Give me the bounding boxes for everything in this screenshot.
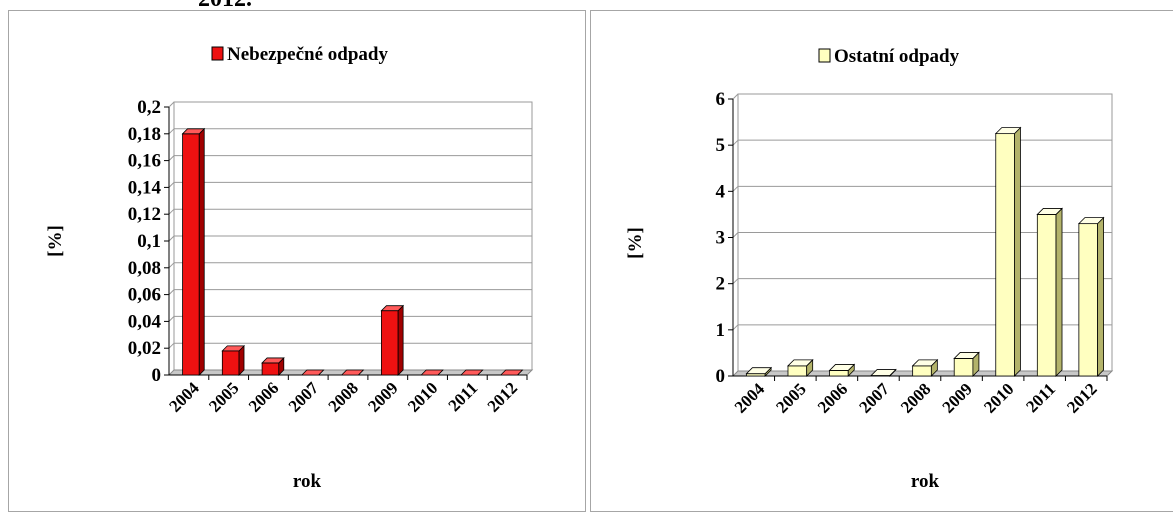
bar-side [1056, 208, 1062, 376]
x-tick-label: 2004 [731, 379, 769, 417]
x-tick-label: 2010 [404, 378, 441, 415]
y-tick-label: 0,16 [128, 151, 161, 172]
y-tick-label: 0,14 [128, 177, 162, 198]
y-tick-label: 0 [716, 366, 726, 387]
x-tick-label: 2008 [897, 379, 934, 416]
gridline-side [733, 325, 738, 330]
x-tick-label: 2010 [980, 379, 1017, 416]
bar-front [1037, 214, 1056, 376]
x-tick-label: 2007 [855, 379, 893, 417]
y-tick-label: 4 [716, 181, 726, 202]
legend-swatch [212, 47, 223, 60]
y-tick-label: 2 [716, 274, 726, 295]
bar-2010 [996, 128, 1021, 376]
x-tick-label: 2005 [205, 378, 242, 415]
gridline-side [169, 263, 174, 268]
bar-side [199, 129, 204, 375]
gridline-side [733, 186, 738, 191]
bar-front [1079, 224, 1098, 376]
y-tick-label: 0,08 [128, 258, 161, 279]
x-tick-label: 2012 [1063, 379, 1100, 416]
bar-2011 [1037, 208, 1062, 376]
bar-2005 [788, 360, 813, 376]
x-tick-label: 2004 [165, 378, 203, 416]
gridline-side [169, 209, 174, 214]
bar-front [222, 351, 239, 375]
bar-front [381, 311, 398, 375]
x-tick-label: 2007 [285, 378, 323, 416]
y-tick-label: 3 [716, 228, 726, 249]
legend-swatch [819, 49, 830, 62]
y-tick-label: 0,06 [128, 285, 161, 306]
bar-2008 [913, 360, 938, 376]
y-tick-label: 0 [152, 365, 162, 386]
bar-2006 [830, 364, 855, 376]
x-tick-label: 2011 [444, 378, 481, 415]
y-tick-label: 0,02 [128, 338, 161, 359]
x-tick-label: 2005 [772, 379, 809, 416]
gridline-side [733, 233, 738, 238]
x-axis-label: rok [293, 471, 322, 492]
x-tick-label: 2006 [814, 379, 851, 416]
y-axis-label: [%] [45, 225, 66, 257]
y-tick-label: 0,12 [128, 204, 161, 225]
y-axis-label: [%] [625, 227, 646, 259]
bar-2004 [183, 129, 205, 375]
gridline-side [169, 129, 174, 134]
bar-front [262, 363, 279, 375]
y-tick-label: 6 [716, 89, 726, 110]
bar-side [1014, 128, 1020, 376]
gridline-side [169, 156, 174, 161]
gridline-side [733, 140, 738, 145]
gridline-side [169, 316, 174, 321]
bar-front [913, 366, 932, 376]
bar-2005 [222, 346, 244, 375]
y-tick-label: 0,18 [128, 124, 161, 145]
bar-2006 [262, 358, 284, 375]
gridline-side [169, 182, 174, 187]
x-tick-label: 2009 [364, 378, 401, 415]
legend-label: Ostatní odpady [834, 46, 960, 67]
gridline-side [169, 290, 174, 295]
chart-hazardous: 0 0,02 0,04 0,06 0,08 0,1 0,12 0,14 0,16 0,18 0,2 2… [9, 11, 585, 511]
x-axis-label: rok [911, 471, 940, 492]
gridline-side [733, 94, 738, 99]
x-tick-label: 2008 [324, 378, 361, 415]
bar-front [954, 358, 973, 376]
legend-label: Nebezpečné odpady [227, 44, 388, 65]
y-tick-label: 0,04 [128, 311, 162, 332]
chart-panel-hazardous: 0 0,02 0,04 0,06 0,08 0,1 0,12 0,14 0,16 0,18 0,2 2… [8, 10, 586, 512]
gridline-side [733, 279, 738, 284]
y-tick-label: 5 [716, 135, 726, 156]
x-tick-label: 2009 [939, 379, 976, 416]
bar-2012 [1079, 218, 1104, 376]
gridline-side [169, 236, 174, 241]
bar-front [788, 366, 807, 376]
x-tick-label: 2012 [484, 378, 521, 415]
y-tick-label: 0,2 [137, 97, 161, 118]
y-tick-label: 1 [716, 320, 726, 341]
bar-side [1098, 218, 1104, 376]
x-tick-label: 2006 [245, 378, 282, 415]
y-tick-label: 0,1 [137, 231, 161, 252]
bar-2009 [381, 306, 403, 375]
bar-front [183, 134, 200, 375]
bar-2009 [954, 352, 979, 376]
x-tick-label: 2011 [1022, 379, 1059, 416]
bar-front [996, 134, 1015, 376]
bar-side [398, 306, 403, 375]
bar-front [830, 370, 849, 376]
gridline-side [169, 343, 174, 348]
gridline-side [169, 102, 174, 107]
